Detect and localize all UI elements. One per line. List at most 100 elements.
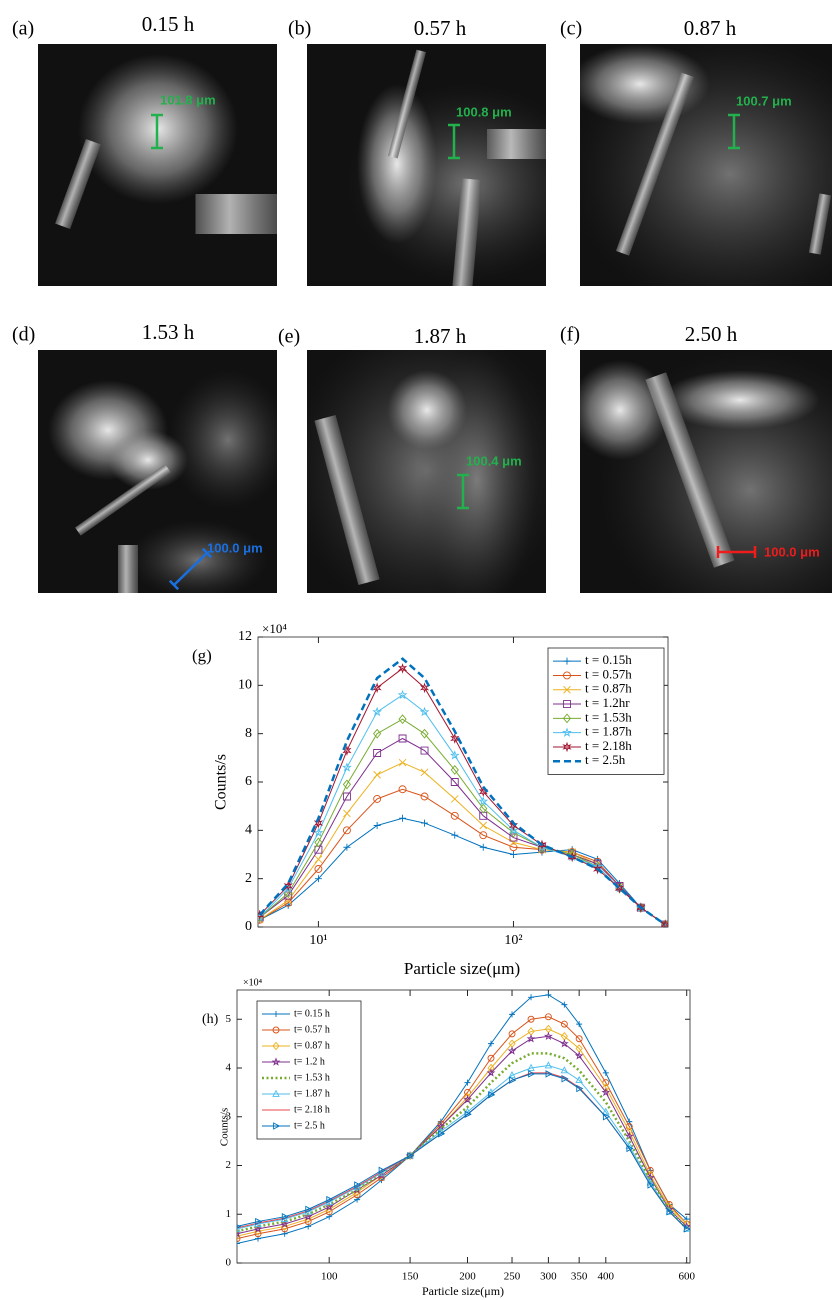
crystal — [55, 138, 101, 230]
data-point — [526, 1034, 536, 1043]
data-point — [527, 1015, 535, 1023]
micrograph: 100.4 μm — [307, 350, 546, 593]
data-point — [561, 1074, 569, 1083]
crystal — [387, 49, 427, 159]
y-tick-label: 0 — [226, 1257, 232, 1269]
y-tick-label: 2 — [245, 871, 252, 886]
data-point — [304, 1214, 312, 1224]
panel-time: 1.53 h — [142, 320, 195, 344]
data-point — [486, 1068, 496, 1077]
data-point — [399, 814, 407, 822]
panel-time: 0.57 h — [414, 16, 467, 40]
data-point — [342, 792, 351, 801]
data-point — [660, 919, 668, 927]
x-tick-label: 150 — [402, 1271, 419, 1283]
chart: 0 2 4 6 8 10 12 10¹ 10² (g) ×10⁴ Counts/s Particle s… — [192, 621, 669, 978]
data-point — [237, 1224, 241, 1232]
crystal — [75, 464, 171, 536]
scale-cap — [168, 579, 180, 591]
plot — [258, 657, 668, 927]
data-point — [528, 994, 535, 1001]
data-point — [592, 863, 603, 875]
data-point — [237, 1224, 242, 1229]
scale-label: 100.0 μm — [764, 544, 820, 559]
scale-label: 101.8 μm — [160, 92, 216, 107]
legend-label: t = 0.57h — [585, 666, 632, 681]
glow — [660, 370, 820, 430]
legend-label: t = 0.87h — [585, 681, 632, 696]
data-point — [545, 1070, 553, 1078]
data-point — [488, 1040, 494, 1047]
legend-marker — [563, 700, 571, 708]
series-line — [237, 1073, 688, 1230]
data-point — [450, 733, 460, 744]
y-tick-label: 1 — [226, 1208, 232, 1220]
glow — [108, 430, 188, 490]
x-tick-label: 300 — [540, 1271, 557, 1283]
data-point — [398, 734, 407, 743]
y-tick-label: 3 — [226, 1110, 232, 1122]
data-point — [283, 880, 293, 892]
data-point — [314, 865, 323, 873]
legend-label: t= 1.53 h — [294, 1072, 330, 1083]
data-point — [479, 811, 488, 820]
panel-label: (g) — [192, 646, 212, 665]
micrograph: 100.0 μm — [38, 350, 277, 593]
data-point — [372, 706, 383, 717]
data-point — [487, 1063, 495, 1073]
plot — [237, 991, 690, 1247]
series-line — [237, 1052, 688, 1233]
scale-bar — [173, 552, 208, 586]
crystal — [195, 194, 277, 234]
data-point — [407, 1152, 415, 1160]
crystal — [808, 193, 832, 255]
data-point — [450, 765, 459, 775]
legend-marker — [562, 727, 572, 737]
data-point — [464, 1089, 471, 1096]
data-point — [545, 991, 552, 998]
data-point — [683, 1225, 690, 1233]
glow — [128, 520, 268, 593]
data-point — [509, 1011, 516, 1018]
data-point — [602, 1113, 611, 1121]
data-point — [373, 794, 382, 803]
y-tick-label: 6 — [245, 774, 252, 789]
data-point — [479, 831, 488, 840]
data-point — [303, 1212, 313, 1221]
legend-box — [256, 1000, 362, 1140]
legend-marker — [272, 1041, 280, 1051]
scale-cap — [201, 547, 213, 559]
x-tick-label: 400 — [598, 1271, 615, 1283]
data-point — [576, 1021, 583, 1028]
data-point — [509, 838, 518, 847]
x-tick-label: 100 — [321, 1271, 338, 1283]
y-exponent: ×10⁴ — [262, 621, 287, 636]
glow — [580, 360, 670, 460]
data-point — [488, 1091, 496, 1099]
data-point — [646, 1167, 654, 1174]
x-tick-label: 250 — [504, 1271, 521, 1283]
series-line — [237, 1035, 688, 1235]
data-point — [342, 826, 351, 835]
data-point — [373, 749, 382, 757]
data-point — [237, 1240, 240, 1247]
scale-label: 100.8 μm — [456, 104, 512, 119]
micrograph: 100.8 μm — [307, 44, 546, 286]
crystal — [314, 415, 380, 585]
data-point — [373, 822, 381, 829]
data-point — [343, 843, 351, 851]
legend-marker — [271, 1057, 281, 1066]
crystal — [615, 72, 695, 256]
panel-label: (c) — [560, 18, 582, 40]
data-point — [397, 663, 408, 674]
legend-marker — [273, 1011, 279, 1017]
legend-label: t= 0.57 h — [294, 1024, 330, 1035]
data-point — [624, 1131, 634, 1140]
x-tick-label: 200 — [459, 1271, 476, 1283]
data-point — [575, 1075, 583, 1084]
crystal — [118, 545, 138, 593]
data-point — [560, 1066, 569, 1074]
y-tick-label: 0 — [245, 919, 252, 934]
data-point — [255, 1217, 263, 1226]
